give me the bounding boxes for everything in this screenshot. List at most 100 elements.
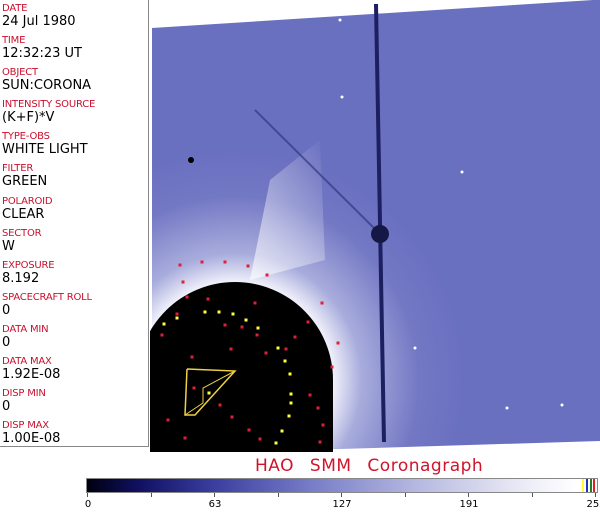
instrument-title: HAO SMM Coronagraph (255, 456, 484, 476)
colorbar-tick (468, 493, 469, 497)
field-value: 8.192 (2, 270, 40, 286)
red-marker (160, 333, 164, 337)
field-label: INTENSITY SOURCE (2, 99, 96, 111)
red-marker (316, 406, 320, 410)
red-marker (183, 436, 187, 440)
red-marker (185, 295, 189, 299)
red-marker (181, 280, 185, 284)
field-polaroid: POLAROID CLEAR (0, 193, 148, 225)
metadata-panel: DATE 24 Jul 1980 TIME 12:32:23 UT OBJECT SUN:… (0, 0, 149, 447)
yellow-marker (162, 322, 166, 326)
field-value: 0 (2, 334, 11, 350)
field-object: OBJECT SUN:CORONA (0, 64, 148, 96)
red-marker (166, 418, 170, 422)
field-value: WHITE LIGHT (2, 142, 88, 158)
yellow-marker (175, 316, 179, 320)
red-marker (253, 301, 257, 305)
field-label: SECTOR (2, 227, 42, 239)
red-marker (192, 386, 196, 390)
red-marker (293, 335, 297, 339)
pylon-shadow (254, 109, 379, 233)
colorbar-tick (277, 493, 279, 497)
streamer (250, 140, 325, 280)
colorbar-tick (87, 493, 88, 497)
red-marker (284, 347, 288, 351)
field-data-min: DATA MIN 0 (0, 321, 148, 353)
colorbar-tick-label: 63 (208, 499, 222, 510)
star (413, 346, 417, 350)
red-marker (200, 260, 204, 264)
field-label: SPACECRAFT ROLL (2, 291, 92, 303)
field-label: DATE (2, 3, 28, 14)
colorbar (86, 478, 598, 493)
yellow-marker (288, 372, 292, 376)
red-marker (206, 297, 210, 301)
colorbar-tick-label: 191 (459, 499, 479, 510)
field-exposure: EXPOSURE 8.192 (0, 257, 148, 289)
yellow-marker (207, 391, 211, 395)
field-type-obs: TYPE-OBS WHITE LIGHT (0, 128, 148, 160)
star (338, 18, 342, 22)
colorbar-green (590, 479, 592, 492)
red-marker (223, 260, 227, 264)
field-filter: FILTER GREEN (0, 160, 148, 192)
red-marker (265, 273, 269, 277)
red-marker (218, 403, 222, 407)
field-label: TYPE-OBS (2, 131, 50, 143)
red-marker (306, 320, 310, 324)
red-marker (258, 437, 262, 441)
red-marker (318, 440, 322, 444)
field-value: (K+F)*V (2, 110, 55, 126)
marker-dots (160, 18, 564, 445)
colorbar-yellow (582, 479, 584, 492)
field-label: DATA MIN (2, 323, 49, 335)
yellow-marker (289, 392, 293, 396)
colorbar-tick (214, 493, 215, 497)
red-marker (190, 355, 194, 359)
inner-triangle-marker (184, 370, 236, 416)
yellow-marker (244, 318, 248, 322)
colorbar-tick-label: 127 (332, 499, 352, 510)
field-label: DATA MAX (2, 356, 52, 368)
star (505, 406, 509, 410)
yellow-marker (217, 310, 221, 314)
colorbar-tick-label: 255 (586, 499, 600, 510)
field-value: SUN:CORONA (2, 78, 92, 94)
yellow-marker (280, 429, 284, 433)
colorbar-tick (341, 493, 342, 497)
field-label: OBJECT (2, 67, 38, 79)
yellow-marker (287, 414, 291, 418)
red-marker (255, 333, 259, 337)
red-marker (330, 365, 334, 369)
yellow-marker (256, 326, 260, 330)
red-marker (308, 393, 312, 397)
field-label: EXPOSURE (2, 259, 55, 271)
field-value: CLEAR (2, 206, 45, 222)
field-label: TIME (2, 35, 26, 47)
triangle-marker (184, 368, 237, 416)
yellow-marker (203, 310, 207, 314)
field-disp-min: DISP MIN 0 (0, 385, 148, 417)
colorbar-tick-label: 0 (84, 499, 92, 510)
yellow-marker (283, 359, 287, 363)
field-label: POLAROID (2, 195, 53, 207)
star (340, 95, 344, 99)
field-sector: SECTOR W (0, 225, 148, 257)
field-label: DISP MAX (2, 420, 49, 432)
star (188, 157, 194, 163)
colorbar-red (593, 479, 595, 492)
field-label: DISP MIN (2, 388, 46, 400)
red-marker (247, 428, 251, 432)
disc-bottom-mask (150, 380, 333, 452)
colorbar-tick (404, 493, 406, 497)
yellow-marker (276, 346, 280, 350)
star (460, 170, 464, 174)
colorbar-tick (150, 493, 152, 497)
field-spacecraft-roll: SPACECRAFT ROLL 0 (0, 289, 148, 321)
red-marker (336, 341, 340, 345)
yellow-marker (231, 312, 235, 316)
pylon-disc (371, 225, 389, 243)
colorbar-blue (586, 479, 588, 492)
red-marker (178, 263, 182, 267)
field-value: W (2, 238, 15, 254)
